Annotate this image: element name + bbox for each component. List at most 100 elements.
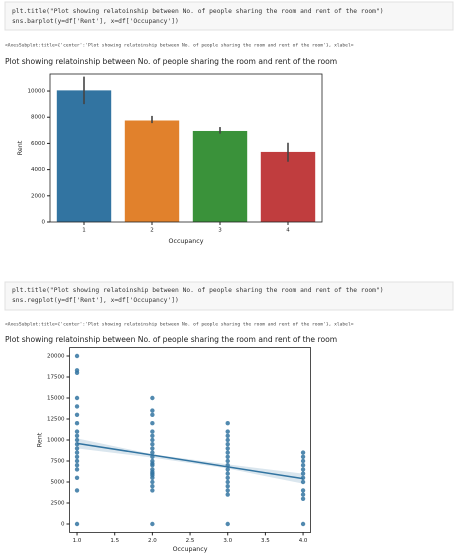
y-tick-label: 0 [61, 522, 65, 528]
output-text: <AxesSubplot:title={'center':'Plot showi… [5, 43, 354, 49]
point [300, 488, 306, 493]
code-cell[interactable] [4, 1, 454, 31]
bar [56, 90, 112, 223]
point [300, 463, 306, 468]
chart-title: Plot showing relatoinship between No. of… [5, 57, 337, 66]
point [150, 446, 155, 451]
point [74, 475, 80, 480]
point [150, 484, 155, 489]
y-tick-label: 7500 [51, 459, 65, 465]
code-cell[interactable] [4, 281, 454, 311]
x-tick-label: 2.5 [186, 538, 195, 544]
output-text: <AxesSubplot:title={'center':'Plot showi… [5, 322, 354, 328]
point [300, 492, 306, 497]
regression-line [76, 442, 304, 480]
plot-frame [69, 347, 312, 533]
x-axis-label: Occupancy [169, 238, 204, 245]
x-tick-label: 1.5 [110, 538, 119, 544]
point [225, 458, 230, 464]
point [300, 450, 306, 455]
y-tick-label: 10000 [28, 89, 46, 95]
code-line: sns.barplot(y=df['Rent'], x=df['Occupanc… [12, 18, 179, 25]
x-tick-label: 3.0 [223, 538, 232, 544]
point [74, 450, 80, 455]
x-tick-label: 1.0 [73, 538, 82, 544]
point [150, 395, 155, 401]
point [225, 492, 230, 497]
point [74, 395, 80, 401]
x-tick-label: 3.5 [261, 538, 270, 544]
plot-frame [49, 73, 323, 223]
point [225, 446, 230, 451]
point [300, 467, 306, 472]
point [225, 467, 230, 472]
bar [124, 120, 180, 222]
y-tick-label: 8000 [31, 115, 45, 121]
point [300, 458, 306, 464]
point [74, 467, 80, 472]
point [150, 408, 155, 413]
point [150, 442, 155, 447]
point [225, 488, 230, 493]
point [74, 446, 80, 451]
point [74, 421, 80, 426]
point [150, 479, 155, 485]
point [225, 475, 230, 480]
point [300, 454, 306, 459]
point [74, 404, 80, 409]
point [225, 484, 230, 489]
chart-title: Plot showing relatoinship between No. of… [5, 335, 337, 344]
point [225, 429, 230, 434]
point [225, 442, 230, 447]
point [150, 429, 155, 434]
point [225, 471, 230, 476]
point [225, 433, 230, 438]
x-tick-label: 2 [150, 228, 154, 234]
point [225, 479, 230, 485]
bar [192, 130, 248, 222]
x-tick-label: 4.0 [299, 538, 308, 544]
y-axis-label: Rent [17, 140, 24, 155]
point [150, 450, 155, 455]
point [74, 454, 80, 459]
point [300, 496, 306, 501]
y-tick-label: 20000 [47, 354, 65, 360]
y-tick-label: 12500 [47, 417, 65, 423]
x-tick-label: 2.0 [148, 538, 157, 544]
point [150, 412, 155, 417]
point [74, 458, 80, 464]
point [225, 421, 230, 426]
point [150, 433, 155, 438]
point [150, 469, 155, 475]
point [74, 429, 80, 434]
point [150, 521, 155, 527]
y-tick-label: 10000 [47, 438, 65, 444]
point [74, 433, 80, 438]
x-tick-label: 1 [82, 228, 86, 234]
point [150, 473, 155, 478]
y-tick-label: 0 [42, 220, 46, 226]
point [225, 450, 230, 455]
point [300, 521, 306, 527]
point [74, 521, 80, 527]
x-tick-label: 3 [218, 228, 222, 234]
point [225, 521, 230, 527]
y-tick-label: 2000 [31, 193, 45, 199]
point [225, 454, 230, 459]
point [300, 479, 306, 485]
code-line: sns.regplot(y=df['Rent'], x=df['Occupanc… [12, 297, 179, 304]
point [74, 353, 80, 359]
point [74, 412, 80, 417]
x-tick-label: 4 [286, 228, 290, 234]
y-tick-label: 15000 [47, 396, 65, 402]
y-axis-label: Rent [37, 432, 44, 447]
y-tick-label: 4000 [31, 167, 45, 173]
point [74, 463, 80, 468]
code-line: plt.title("Plot showing relatoinship bet… [12, 8, 384, 15]
point [150, 437, 155, 443]
point [150, 488, 155, 493]
x-axis-label: Occupancy [173, 546, 208, 553]
y-tick-label: 2500 [51, 501, 65, 507]
point [74, 368, 80, 373]
